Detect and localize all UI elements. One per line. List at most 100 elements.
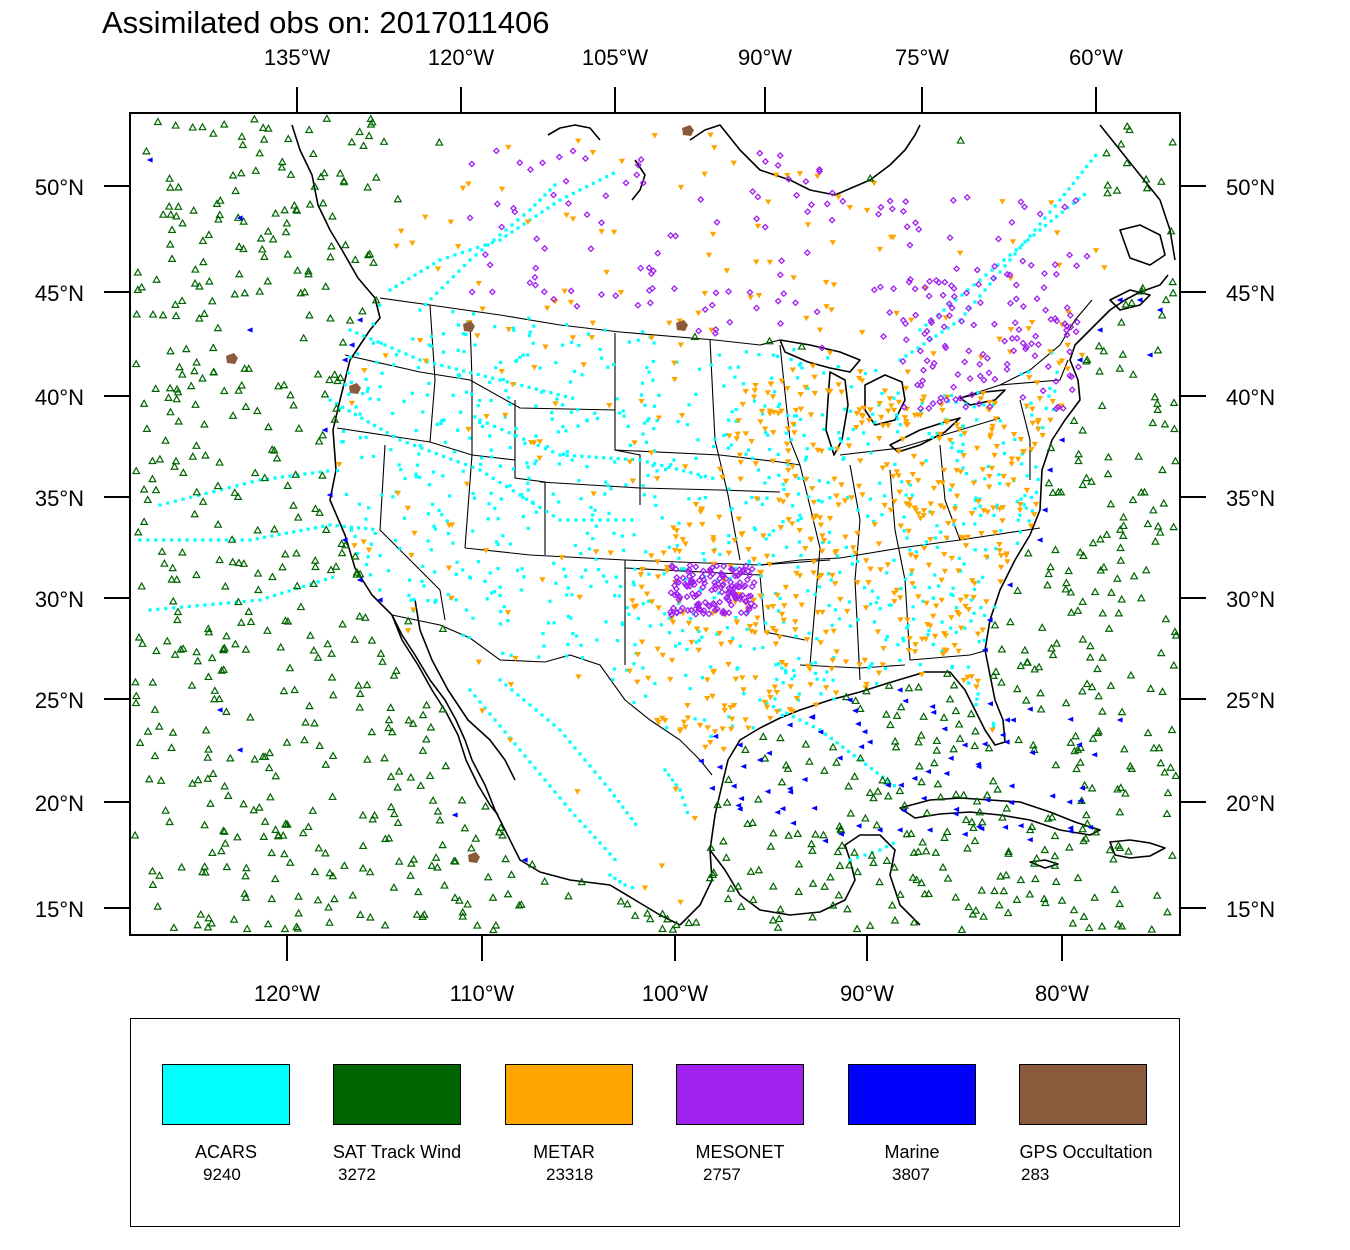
- acars-ob: [892, 784, 896, 788]
- sat-track-wind-ob: [190, 278, 200, 287]
- legend-entry-mesonet: MESONET 2757: [645, 1019, 820, 1228]
- mesonet-ob: [780, 290, 788, 298]
- sat-track-wind-ob: [1020, 645, 1030, 654]
- acars-ob: [1018, 246, 1022, 250]
- acars-ob: [843, 407, 847, 411]
- metar-ob: [963, 594, 970, 600]
- acars-ob: [621, 409, 625, 413]
- acars-ob: [201, 538, 205, 542]
- sat-track-wind-ob: [281, 227, 291, 236]
- acars-ob: [828, 496, 832, 500]
- metar-ob: [761, 426, 769, 432]
- metar-ob: [676, 318, 683, 325]
- metar-ob: [710, 535, 717, 541]
- sat-track-wind-ob: [872, 820, 882, 829]
- acars-ob: [426, 512, 431, 516]
- sat-track-wind-ob: [171, 120, 180, 129]
- mesonet-ob: [734, 571, 742, 579]
- sat-track-wind-ob: [949, 744, 958, 753]
- metar-ob: [645, 675, 652, 682]
- metar-ob: [748, 439, 755, 445]
- acars-ob: [836, 365, 840, 369]
- metar-ob: [569, 216, 577, 223]
- acars-ob: [781, 482, 785, 486]
- acars-ob: [906, 624, 910, 628]
- mesonet-ob: [966, 375, 974, 383]
- mesonet-ob: [743, 576, 751, 584]
- sat-track-wind-ob: [1051, 877, 1061, 885]
- sat-track-wind-ob: [259, 134, 269, 143]
- acars-ob: [418, 443, 422, 448]
- sat-track-wind-ob: [172, 575, 182, 583]
- sat-track-wind-ob: [309, 645, 319, 654]
- acars-ob: [865, 514, 870, 518]
- sat-track-wind-ob: [366, 114, 376, 123]
- acars-ob: [771, 705, 775, 709]
- sat-track-wind-ob: [219, 645, 228, 654]
- acars-ob: [516, 218, 520, 222]
- metar-ob: [1014, 456, 1022, 463]
- acars-ob: [604, 480, 608, 484]
- metar-ob: [891, 498, 898, 505]
- acars-ob: [611, 677, 615, 682]
- metar-ob: [739, 675, 746, 681]
- acars-ob: [486, 517, 490, 521]
- sat-track-wind-ob: [455, 895, 464, 904]
- mesonet-ob: [1006, 299, 1015, 307]
- acars-ob: [328, 398, 332, 402]
- acars-ob: [744, 501, 748, 505]
- sat-track-wind-ob: [325, 868, 335, 877]
- sat-track-wind-ob: [1078, 634, 1088, 643]
- acars-ob: [593, 508, 597, 512]
- mesonet-ob: [727, 565, 735, 573]
- top-lon-label: 135°W: [264, 45, 331, 70]
- acars-ob: [761, 645, 765, 650]
- acars-ob: [616, 457, 620, 461]
- acars-ob: [258, 478, 262, 482]
- sat-track-wind-ob: [1091, 827, 1101, 836]
- sat-track-wind-ob: [306, 631, 315, 639]
- metar-ob: [955, 568, 962, 574]
- acars-ob: [441, 332, 446, 336]
- metar-ob: [874, 629, 882, 635]
- mesonet-ob: [699, 583, 707, 591]
- acars-ob: [355, 352, 360, 356]
- sat-track-wind-ob: [227, 535, 237, 543]
- acars-ob: [1043, 223, 1048, 228]
- acars-ob: [461, 332, 466, 336]
- mesonet-ob: [727, 589, 735, 597]
- acars-ob: [688, 687, 692, 691]
- sat-track-wind-ob: [199, 257, 208, 266]
- metar-ob: [828, 666, 835, 672]
- acars-ob: [1058, 198, 1062, 202]
- mesonet-ob: [756, 149, 764, 157]
- acars-ob: [805, 721, 809, 725]
- marine-ob: [984, 797, 991, 803]
- sat-track-wind-ob: [951, 789, 961, 798]
- acars-ob: [902, 529, 907, 533]
- acars-ob: [1002, 451, 1007, 456]
- sat-track-wind-ob: [1109, 854, 1118, 863]
- acars-ob: [564, 574, 568, 578]
- metar-ob: [766, 689, 773, 696]
- metar-ob: [704, 696, 711, 702]
- acars-ob: [984, 273, 988, 277]
- mesonet-ob: [634, 161, 642, 169]
- sat-track-wind-ob: [137, 282, 147, 291]
- sat-track-wind-ob: [228, 557, 238, 566]
- sat-track-wind-ob: [1069, 416, 1079, 424]
- acars-ob: [977, 639, 981, 644]
- acars-ob: [501, 534, 505, 538]
- mesonet-ob: [1044, 363, 1052, 371]
- acars-ob: [204, 491, 208, 496]
- sat-track-wind-ob: [234, 558, 244, 567]
- acars-ob: [976, 390, 980, 395]
- sat-track-wind-ob: [237, 132, 247, 140]
- metar-ob: [826, 515, 834, 522]
- mesonet-ob: [736, 595, 744, 603]
- acars-ob: [977, 580, 981, 584]
- right-lat-label: 35°N: [1226, 486, 1275, 511]
- metar-ob: [757, 570, 764, 576]
- bottom-lon-label: 110°W: [450, 981, 515, 1006]
- mesonet-ob: [954, 370, 962, 378]
